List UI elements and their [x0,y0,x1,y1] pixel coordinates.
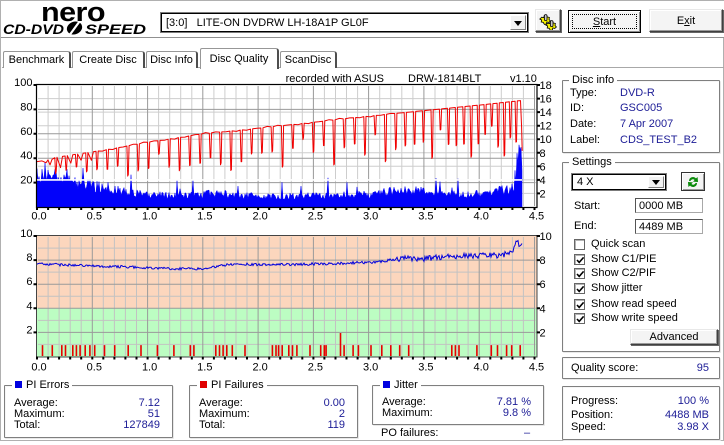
svg-text:DRW-1814BLT: DRW-1814BLT [408,73,482,85]
svg-text:8: 8 [540,148,546,160]
svg-text:20: 20 [20,175,32,187]
svg-text:100: 100 [14,77,32,89]
svg-text:80: 80 [20,101,32,113]
svg-text:12: 12 [540,121,552,133]
svg-text:1.0: 1.0 [142,362,157,374]
svg-text:3.5: 3.5 [418,211,433,223]
svg-text:4.5: 4.5 [529,362,544,374]
svg-text:6: 6 [540,279,546,291]
svg-text:0.0: 0.0 [31,211,46,223]
svg-text:10: 10 [540,231,552,243]
svg-text:1.0: 1.0 [142,211,157,223]
svg-text:8: 8 [540,255,546,267]
svg-text:8: 8 [26,252,32,264]
svg-text:SPEED: SPEED [85,21,146,37]
svg-text:2.5: 2.5 [308,362,323,374]
svg-text:14: 14 [540,107,552,119]
svg-text:1.5: 1.5 [197,362,212,374]
svg-text:6: 6 [26,276,32,288]
svg-text:10: 10 [540,134,552,146]
svg-text:3.0: 3.0 [363,362,378,374]
svg-text:3.5: 3.5 [418,362,433,374]
svg-text:2: 2 [26,324,32,336]
svg-text:4: 4 [26,300,32,312]
svg-text:0.5: 0.5 [87,211,102,223]
svg-text:6: 6 [540,161,546,173]
svg-text:4: 4 [540,175,546,187]
svg-text:2: 2 [540,327,546,339]
svg-text:recorded with ASUS: recorded with ASUS [286,73,384,85]
svg-text:0.5: 0.5 [87,362,102,374]
svg-text:v1.10: v1.10 [510,73,537,85]
svg-text:1.5: 1.5 [197,211,212,223]
svg-text:4: 4 [540,303,546,315]
svg-text:2: 2 [540,188,546,200]
svg-text:18: 18 [540,80,552,92]
svg-text:16: 16 [540,94,552,106]
svg-text:3.0: 3.0 [363,211,378,223]
svg-text:2.5: 2.5 [308,211,323,223]
svg-text:0.0: 0.0 [31,362,46,374]
svg-text:2.0: 2.0 [252,362,267,374]
svg-text:4.0: 4.0 [474,362,489,374]
svg-text:CD-DVD: CD-DVD [3,21,64,37]
svg-text:4.5: 4.5 [529,211,544,223]
svg-text:2.0: 2.0 [252,211,267,223]
svg-text:60: 60 [20,126,32,138]
svg-text:40: 40 [20,150,32,162]
svg-text:10: 10 [20,228,32,240]
svg-text:4.0: 4.0 [474,211,489,223]
